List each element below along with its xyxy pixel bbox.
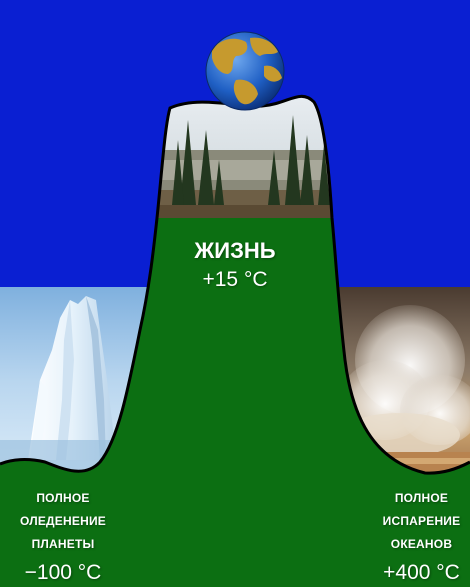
left-caption-line: ОЛЕДЕНЕНИЕ	[20, 514, 106, 528]
right-caption-line: ИСПАРЕНИЕ	[382, 514, 461, 528]
right-temperature: +400 °C	[383, 561, 460, 584]
forest-image	[157, 96, 332, 218]
right-caption-line: ОКЕАНОВ	[390, 537, 453, 551]
globe-icon	[205, 31, 285, 111]
left-temperature: −100 °C	[24, 561, 102, 584]
life-title: ЖИЗНЬ	[194, 238, 276, 263]
left-caption: ПОЛНОЕ ОЛЕДЕНЕНИЕ ПЛАНЕТЫ	[4, 487, 122, 556]
right-caption-line: ПОЛНОЕ	[394, 491, 449, 505]
green-hill	[0, 218, 470, 587]
left-caption-line: ПЛАНЕТЫ	[31, 537, 95, 551]
right-caption: ПОЛНОЕ ИСПАРЕНИЕ ОКЕАНОВ	[373, 487, 470, 556]
geyser-image	[336, 287, 470, 474]
life-temperature: +15 °C	[202, 268, 268, 291]
left-caption-line: ПОЛНОЕ	[36, 491, 90, 505]
